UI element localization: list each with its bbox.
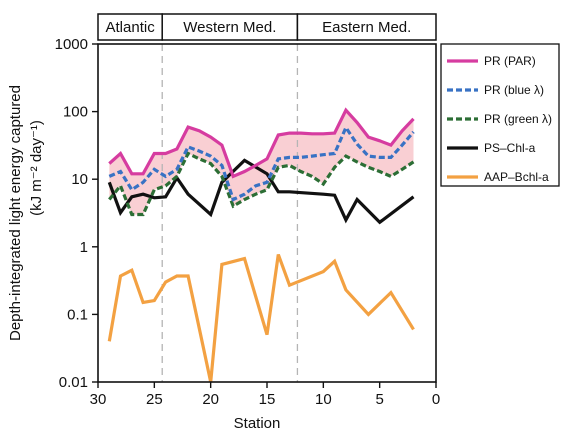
y-tick-label: 100 (63, 104, 88, 121)
series-line-5 (107, 253, 415, 383)
legend-box (440, 43, 560, 187)
y-tick-label: 0.01 (59, 374, 88, 391)
x-tick-label: 20 (202, 391, 219, 408)
divider-layer (161, 44, 299, 382)
series-line-1 (108, 107, 415, 179)
legend: PR (PAR) PR (blue λ) PR (green λ) PS–Chl-a A… (440, 43, 560, 187)
region-header: Atlantic Western Med. Eastern Med. (97, 13, 437, 41)
region-label: Eastern Med. (322, 19, 411, 36)
region-box (97, 13, 163, 41)
x-tick-label: 5 (375, 391, 383, 408)
series-line-4 (107, 158, 415, 225)
region-label: Western Med. (183, 19, 276, 36)
x-tick-label: 25 (146, 391, 163, 408)
x-tick-label: 15 (259, 391, 276, 408)
y-tick-label: 10 (71, 171, 88, 188)
x-axis-title: Station (234, 415, 281, 431)
series-layer (107, 107, 415, 383)
x-tick-label: 30 (90, 391, 107, 408)
region-box (161, 13, 299, 41)
y-axis: 0.01 0.1 1 10 100 1000 (55, 36, 98, 391)
legend-label: PS–Chl-a (484, 141, 536, 155)
legend-label: PR (blue λ) (484, 83, 544, 97)
region-label: Atlantic (106, 19, 156, 36)
x-tick-label: 10 (315, 391, 332, 408)
y-tick-label: 0.1 (67, 306, 88, 323)
x-tick-label: 0 (432, 391, 440, 408)
legend-label: AAP–Bchl-a (484, 170, 549, 184)
region-box (296, 13, 437, 41)
y-axis-title: Depth-integrated light energy captured (7, 85, 24, 341)
legend-label: PR (PAR) (484, 54, 536, 68)
y-tick-label: 1000 (55, 36, 88, 53)
series-line-3 (108, 151, 415, 217)
x-axis: 30 25 20 15 10 5 0 (90, 382, 440, 408)
y-axis-unit: (kJ m⁻² day⁻¹) (28, 120, 45, 216)
legend-label: PR (green λ) (484, 112, 552, 126)
y-tick-label: 1 (80, 239, 88, 256)
